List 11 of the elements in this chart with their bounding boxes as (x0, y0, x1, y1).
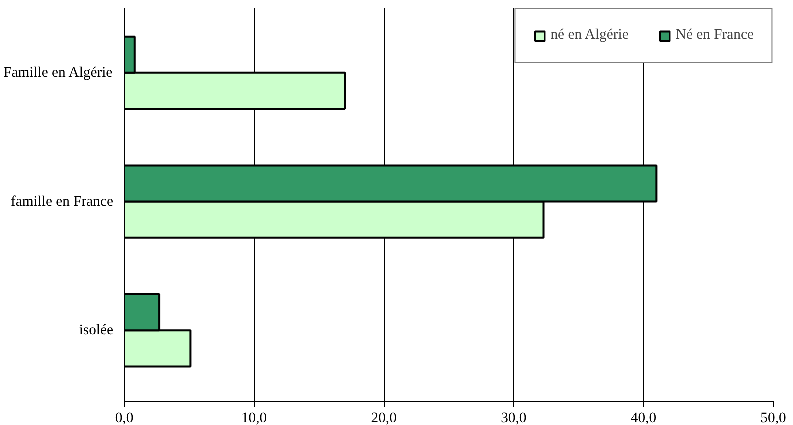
y-tick-label: famille en France (10, 194, 114, 210)
x-tick-label: 10,0 (241, 410, 268, 425)
y-tick-label: isolée (79, 322, 114, 339)
x-tick-label: 50,0 (760, 410, 786, 425)
x-tick-label: 30,0 (501, 410, 527, 425)
x-tick-label: 0,0 (115, 410, 134, 425)
x-tick-label: 20,0 (371, 410, 397, 425)
legend-label: Né en France (676, 27, 754, 44)
legend-label: né en Algérie (550, 27, 629, 44)
y-tick-label: Famille en Algérie (4, 64, 113, 81)
x-tick-label: 40,0 (630, 410, 657, 425)
